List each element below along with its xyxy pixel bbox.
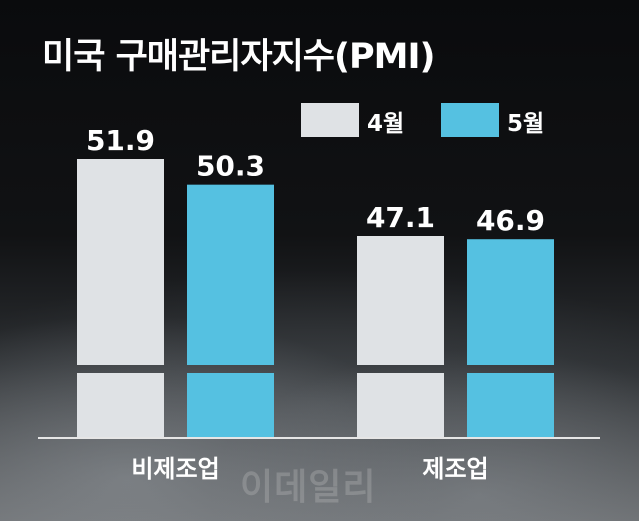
data-label-may-1: 46.9 [476,204,545,237]
bar-may-0-upper [187,184,274,365]
x-tick-label-0: 비제조업 [131,455,219,483]
bar-may-1-lower [467,373,554,437]
legend-swatch-may [441,103,499,137]
bar-may-1-upper [467,239,554,365]
bar-april-0-lower [77,373,164,437]
bar-april-1-lower [357,373,444,437]
watermark: 이데일리 [240,467,377,508]
legend-label-april: 4월 [367,111,405,137]
chart-title: 미국 구매관리자지수(PMI) [42,37,435,77]
bar-april-0-upper [77,159,164,365]
bar-april-1-upper [357,236,444,365]
data-label-may-0: 50.3 [196,150,265,183]
bar-may-0-lower [187,373,274,437]
x-tick-label-1: 제조업 [422,455,488,483]
legend-swatch-april [301,103,359,137]
legend-label-may: 5월 [507,111,545,137]
data-label-april-0: 51.9 [86,124,155,157]
data-label-april-1: 47.1 [366,201,435,234]
